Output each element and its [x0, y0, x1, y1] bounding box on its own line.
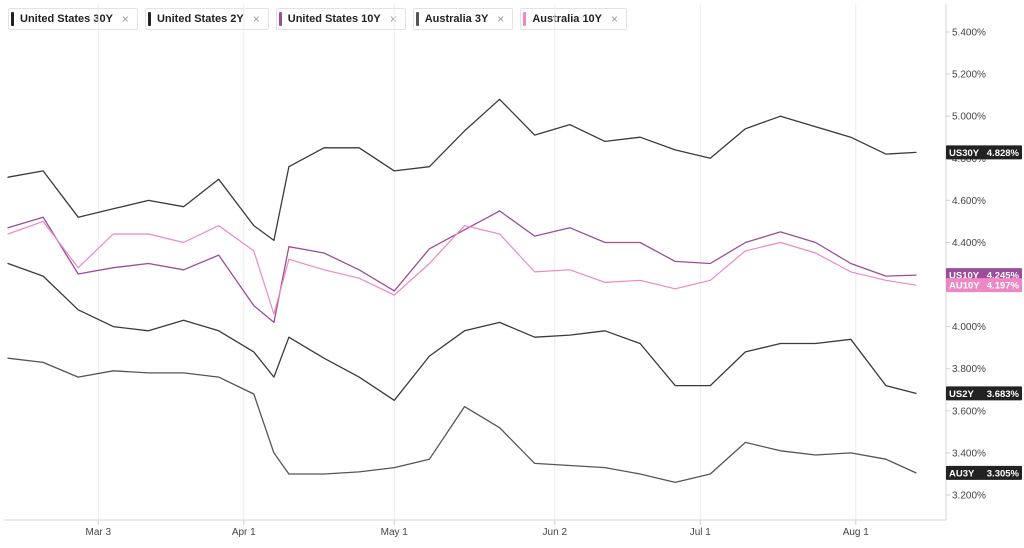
y-tick-label: 5.200% — [952, 70, 986, 81]
legend-color-bar — [415, 12, 419, 26]
legend-color-bar — [523, 12, 527, 26]
end-value-number: 4.197% — [987, 281, 1020, 292]
legend-chip[interactable]: Australia 10Y × — [520, 8, 628, 30]
series-line — [7, 98, 917, 242]
end-value-number: 4.245% — [987, 271, 1020, 282]
y-tick-label: 4.000% — [952, 322, 986, 333]
end-value-badge — [946, 278, 1022, 293]
end-value-code: AU10Y — [949, 281, 980, 292]
y-tick-label: 3.200% — [952, 491, 986, 502]
series-line — [7, 357, 917, 484]
legend-color-bar — [278, 12, 282, 26]
y-tick-label: 3.400% — [952, 448, 986, 459]
legend-chip[interactable]: Australia 3Y × — [412, 8, 514, 30]
x-tick-label: Apr 1 — [232, 527, 256, 538]
y-tick-label: 3.800% — [952, 364, 986, 375]
close-icon[interactable]: × — [252, 12, 260, 26]
legend-chip[interactable]: United States 2Y × — [144, 8, 269, 30]
end-value-code: US2Y — [949, 389, 974, 400]
end-value-number: 3.305% — [987, 468, 1020, 479]
end-value-badge — [946, 145, 1022, 160]
legend-label: United States 2Y — [156, 13, 244, 25]
x-tick-label: Jul 1 — [690, 527, 712, 538]
series-line — [7, 220, 917, 315]
x-tick-label: Mar 3 — [86, 527, 112, 538]
legend-label: United States 30Y — [20, 13, 113, 25]
legend-label: Australia 3Y — [424, 13, 489, 25]
x-tick-label: Jun 2 — [543, 527, 568, 538]
end-value-badge — [946, 465, 1022, 480]
close-icon[interactable]: × — [497, 12, 505, 26]
x-tick-label: May 1 — [381, 527, 409, 538]
close-icon[interactable]: × — [121, 12, 129, 26]
legend-color-bar — [147, 12, 151, 26]
legend-label: Australia 10Y — [532, 13, 603, 25]
series-line — [7, 210, 917, 324]
legend-chip[interactable]: United States 30Y × — [8, 8, 138, 30]
end-value-code: AU3Y — [949, 468, 975, 479]
end-value-badge — [946, 386, 1022, 401]
y-tick-label: 4.400% — [952, 238, 986, 249]
legend-label: United States 10Y — [287, 13, 381, 25]
y-tick-label: 5.400% — [952, 28, 986, 39]
y-tick-label: 4.600% — [952, 196, 986, 207]
end-value-code: US10Y — [949, 271, 980, 282]
y-tick-label: 3.600% — [952, 406, 986, 417]
close-icon[interactable]: × — [611, 12, 619, 26]
legend-chips: United States 30Y × United States 2Y × Unite… — [8, 8, 628, 32]
series-line — [7, 262, 917, 401]
close-icon[interactable]: × — [389, 12, 397, 26]
legend-chip[interactable]: United States 10Y × — [275, 8, 406, 30]
x-tick-label: Aug 1 — [843, 527, 870, 538]
legend-color-bar — [11, 12, 14, 26]
end-value-number: 3.683% — [987, 389, 1020, 400]
end-value-code: US30Y — [949, 148, 980, 159]
y-tick-label: 5.000% — [952, 112, 986, 123]
end-value-number: 4.828% — [987, 148, 1020, 159]
